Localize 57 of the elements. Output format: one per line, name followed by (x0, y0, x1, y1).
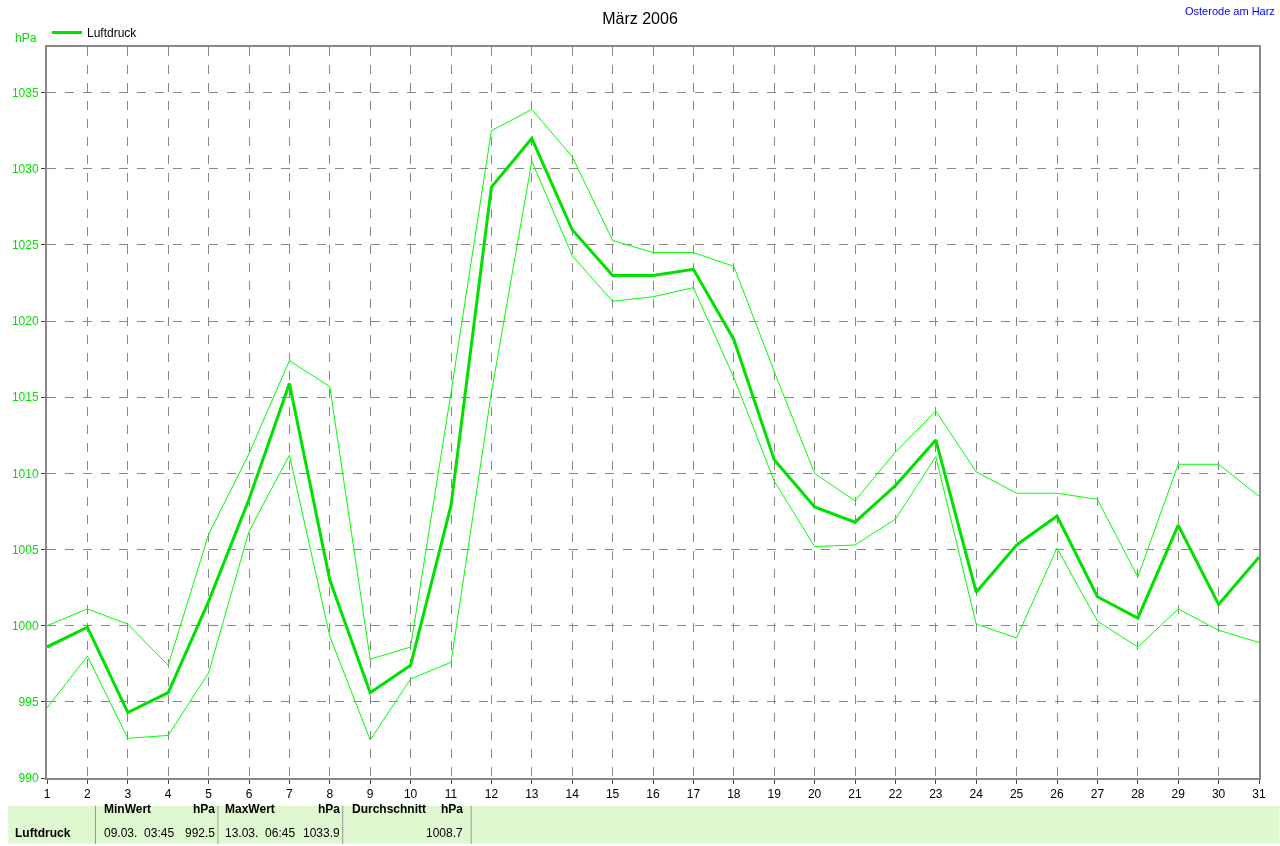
x-tick-label: 17 (686, 787, 701, 802)
y-tick-label: 1030 (11, 162, 39, 177)
x-tick-label: 2 (84, 787, 92, 802)
text: MaxWert (225, 802, 275, 816)
x-tick-label: 7 (286, 787, 294, 802)
y-axis-title: hPa (15, 31, 37, 45)
x-tick-label: 25 (1009, 787, 1024, 802)
y-tick-label: 1035 (11, 85, 39, 100)
x-tick-label: 4 (164, 787, 172, 802)
text: 1033.9 (303, 826, 341, 840)
y-tick-label: 1015 (11, 390, 39, 405)
x-tick-label: 1 (43, 787, 51, 802)
text: Durchschnitt (352, 802, 427, 816)
text: MinWert (104, 802, 152, 816)
text: 13.03. 06:45 (225, 826, 296, 840)
x-tick-label: 21 (848, 787, 862, 802)
y-tick-label: 990 (18, 771, 39, 786)
x-tick-label: 9 (366, 787, 374, 802)
text: 1008.7 (426, 826, 464, 840)
x-tick-label: 12 (484, 787, 499, 802)
text: hPa (193, 802, 216, 816)
x-tick-label: 30 (1211, 787, 1226, 802)
x-tick-label: 14 (565, 787, 580, 802)
y-tick-label: 1010 (11, 466, 39, 481)
x-tick-label: 31 (1252, 787, 1266, 802)
x-tick-label: 10 (403, 787, 418, 802)
x-tick-label: 13 (525, 787, 539, 802)
text: 992.5 (185, 826, 216, 840)
x-tick-label: 22 (888, 787, 903, 802)
y-tick-label: 1025 (11, 238, 39, 253)
x-tick-label: 23 (929, 787, 943, 802)
x-tick-label: 11 (444, 787, 458, 802)
text: hPa (318, 802, 341, 816)
x-tick-label: 6 (245, 787, 253, 802)
x-tick-label: 8 (326, 787, 334, 802)
y-tick-label: 995 (18, 695, 39, 710)
x-tick-label: 3 (124, 787, 132, 802)
x-tick-label: 24 (969, 787, 984, 802)
y-tick-label: 1000 (11, 618, 39, 633)
legend-label: Luftdruck (87, 26, 138, 41)
y-tick-label: 1005 (11, 542, 39, 557)
x-tick-label: 15 (605, 787, 620, 802)
x-tick-label: 19 (767, 787, 782, 802)
x-tick-label: 28 (1131, 787, 1145, 802)
text: 09.03. 03:45 (104, 826, 175, 840)
x-tick-label: 20 (807, 787, 822, 802)
x-tick-label: 16 (646, 787, 660, 802)
x-tick-label: 18 (727, 787, 741, 802)
x-tick-label: 27 (1090, 787, 1105, 802)
text: Osterode am Harz (1185, 5, 1275, 17)
text: Luftdruck (15, 826, 71, 840)
x-tick-label: 29 (1171, 787, 1186, 802)
x-tick-label: 5 (205, 787, 213, 802)
chart-title: März 2006 (602, 9, 678, 27)
x-tick-label: 26 (1050, 787, 1064, 802)
text: hPa (441, 802, 464, 816)
y-tick-label: 1020 (11, 314, 39, 329)
